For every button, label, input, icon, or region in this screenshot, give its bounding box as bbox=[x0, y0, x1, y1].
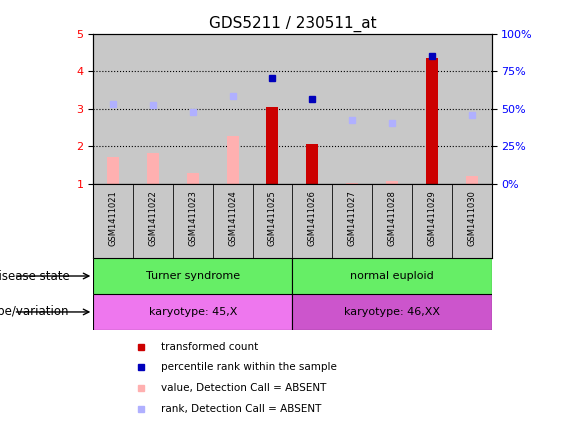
Bar bbox=[253, 34, 293, 184]
Bar bbox=[452, 184, 492, 258]
Bar bbox=[293, 294, 492, 330]
Bar bbox=[213, 34, 253, 184]
Bar bbox=[133, 184, 173, 258]
Bar bbox=[293, 34, 332, 184]
Text: transformed count: transformed count bbox=[161, 342, 258, 352]
Bar bbox=[93, 258, 293, 294]
Text: karyotype: 45,X: karyotype: 45,X bbox=[149, 307, 237, 317]
Title: GDS5211 / 230511_at: GDS5211 / 230511_at bbox=[208, 16, 376, 33]
Text: percentile rank within the sample: percentile rank within the sample bbox=[161, 362, 337, 372]
Text: GSM1411024: GSM1411024 bbox=[228, 190, 237, 246]
Text: normal euploid: normal euploid bbox=[350, 271, 434, 281]
Bar bbox=[173, 184, 213, 258]
Bar bbox=[293, 184, 332, 258]
Text: GSM1411023: GSM1411023 bbox=[188, 190, 197, 246]
Bar bbox=[213, 184, 253, 258]
Bar bbox=[372, 184, 412, 258]
Bar bbox=[267, 107, 279, 184]
Bar bbox=[93, 34, 133, 184]
Text: GSM1411022: GSM1411022 bbox=[149, 190, 158, 246]
Text: GSM1411028: GSM1411028 bbox=[388, 190, 397, 246]
Text: value, Detection Call = ABSENT: value, Detection Call = ABSENT bbox=[161, 383, 327, 393]
Bar bbox=[133, 34, 173, 184]
Text: GSM1411026: GSM1411026 bbox=[308, 190, 317, 246]
Bar bbox=[386, 181, 398, 184]
Bar bbox=[332, 184, 372, 258]
Bar bbox=[253, 184, 293, 258]
Bar bbox=[372, 34, 412, 184]
Text: GSM1411025: GSM1411025 bbox=[268, 190, 277, 246]
Text: GSM1411027: GSM1411027 bbox=[347, 190, 357, 246]
Text: karyotype: 46,XX: karyotype: 46,XX bbox=[344, 307, 440, 317]
Text: rank, Detection Call = ABSENT: rank, Detection Call = ABSENT bbox=[161, 404, 321, 414]
Bar bbox=[426, 58, 438, 184]
Text: disease state: disease state bbox=[0, 269, 69, 283]
Bar bbox=[466, 176, 477, 184]
Bar bbox=[93, 184, 133, 258]
Bar bbox=[306, 144, 318, 184]
Bar bbox=[346, 182, 358, 184]
Text: GSM1411021: GSM1411021 bbox=[108, 190, 118, 246]
Bar bbox=[452, 34, 492, 184]
Bar bbox=[93, 294, 293, 330]
Bar bbox=[187, 173, 199, 184]
Bar bbox=[227, 136, 238, 184]
Bar bbox=[332, 34, 372, 184]
Bar bbox=[412, 184, 452, 258]
Bar bbox=[107, 157, 119, 184]
Text: GSM1411029: GSM1411029 bbox=[427, 190, 436, 246]
Bar bbox=[412, 34, 452, 184]
Bar bbox=[293, 258, 492, 294]
Text: GSM1411030: GSM1411030 bbox=[467, 190, 476, 246]
Text: Turner syndrome: Turner syndrome bbox=[146, 271, 240, 281]
Text: genotype/variation: genotype/variation bbox=[0, 305, 69, 319]
Bar bbox=[173, 34, 213, 184]
Bar bbox=[147, 153, 159, 184]
